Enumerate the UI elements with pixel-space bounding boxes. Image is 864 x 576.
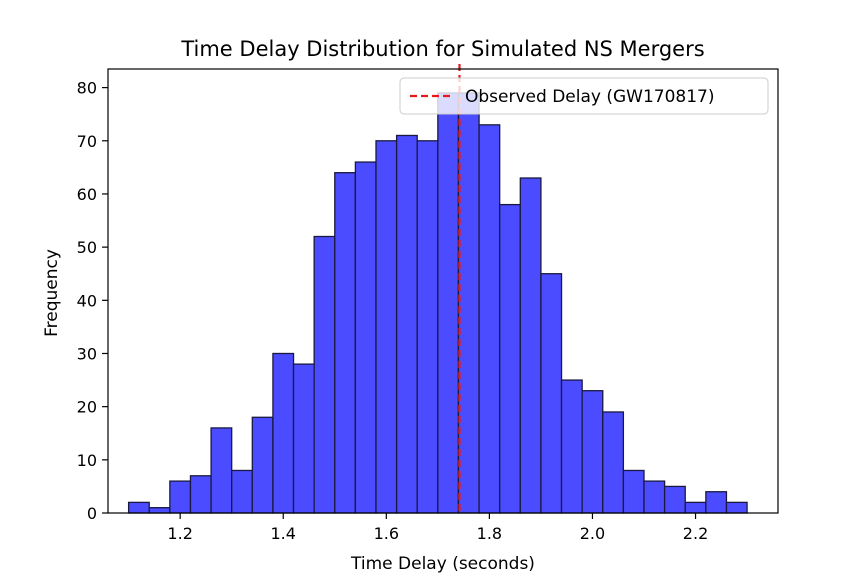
histogram-bar bbox=[210, 427, 233, 514]
histogram-bar bbox=[292, 363, 315, 514]
x-axis-ticks: 1.2 1.4 1.6 1.8 2.0 2.2 bbox=[167, 513, 708, 543]
histogram-bar bbox=[478, 124, 501, 514]
histogram-bar bbox=[272, 352, 295, 514]
y-tick-label: 0 bbox=[87, 504, 97, 523]
x-axis-label: Time Delay (seconds) bbox=[350, 554, 535, 574]
y-tick-label: 60 bbox=[77, 185, 97, 204]
y-tick-label: 40 bbox=[77, 291, 97, 310]
histogram-bar bbox=[375, 140, 398, 514]
histogram-bar bbox=[622, 469, 645, 514]
legend-label: Observed Delay (GW170817) bbox=[465, 87, 715, 107]
histogram-bar bbox=[437, 92, 460, 514]
x-tick-label: 1.4 bbox=[271, 524, 296, 543]
histogram-bar bbox=[127, 501, 150, 514]
legend-box bbox=[399, 77, 769, 115]
histogram-bar bbox=[189, 475, 212, 514]
y-tick-label: 70 bbox=[77, 132, 97, 151]
histogram-bar bbox=[663, 485, 686, 514]
histogram-bar bbox=[457, 92, 480, 514]
histogram-bar bbox=[148, 507, 171, 514]
y-tick-label: 20 bbox=[77, 398, 97, 417]
histogram-bar bbox=[251, 416, 274, 514]
histogram-bar bbox=[725, 501, 748, 514]
y-tick-label: 50 bbox=[77, 238, 97, 257]
histogram-bar bbox=[499, 203, 521, 514]
x-tick-label: 1.2 bbox=[167, 524, 192, 543]
y-tick-label: 10 bbox=[77, 451, 97, 470]
histogram-bar bbox=[684, 501, 707, 514]
histogram-bar bbox=[169, 480, 192, 514]
plot-frame bbox=[107, 68, 779, 514]
histogram-bar bbox=[416, 140, 439, 514]
y-axis-label: Frequency bbox=[42, 249, 62, 337]
y-axis-ticks: 0 10 20 30 40 50 60 70 80 bbox=[77, 79, 108, 523]
x-tick-label: 1.8 bbox=[477, 524, 502, 543]
histogram-bar bbox=[334, 172, 357, 514]
histogram-bar bbox=[231, 469, 253, 514]
histogram-bar bbox=[395, 134, 418, 514]
x-tick-label: 1.6 bbox=[374, 524, 399, 543]
histogram-bar bbox=[354, 161, 377, 514]
legend: Observed Delay (GW170817) bbox=[399, 77, 769, 115]
x-tick-label: 2.2 bbox=[683, 524, 708, 543]
histogram-bar bbox=[313, 235, 336, 514]
histogram-bar bbox=[705, 491, 728, 514]
histogram-bar bbox=[560, 379, 583, 514]
histogram-bar bbox=[540, 273, 563, 514]
histogram-bar bbox=[643, 480, 666, 514]
y-tick-label: 30 bbox=[77, 344, 97, 363]
x-tick-label: 2.0 bbox=[580, 524, 605, 543]
bars-group bbox=[127, 92, 748, 514]
y-tick-label: 80 bbox=[77, 79, 97, 98]
histogram-bar bbox=[519, 177, 542, 514]
histogram-bar bbox=[581, 390, 604, 514]
histogram-bar bbox=[602, 411, 625, 514]
chart-title: Time Delay Distribution for Simulated NS… bbox=[180, 37, 704, 61]
